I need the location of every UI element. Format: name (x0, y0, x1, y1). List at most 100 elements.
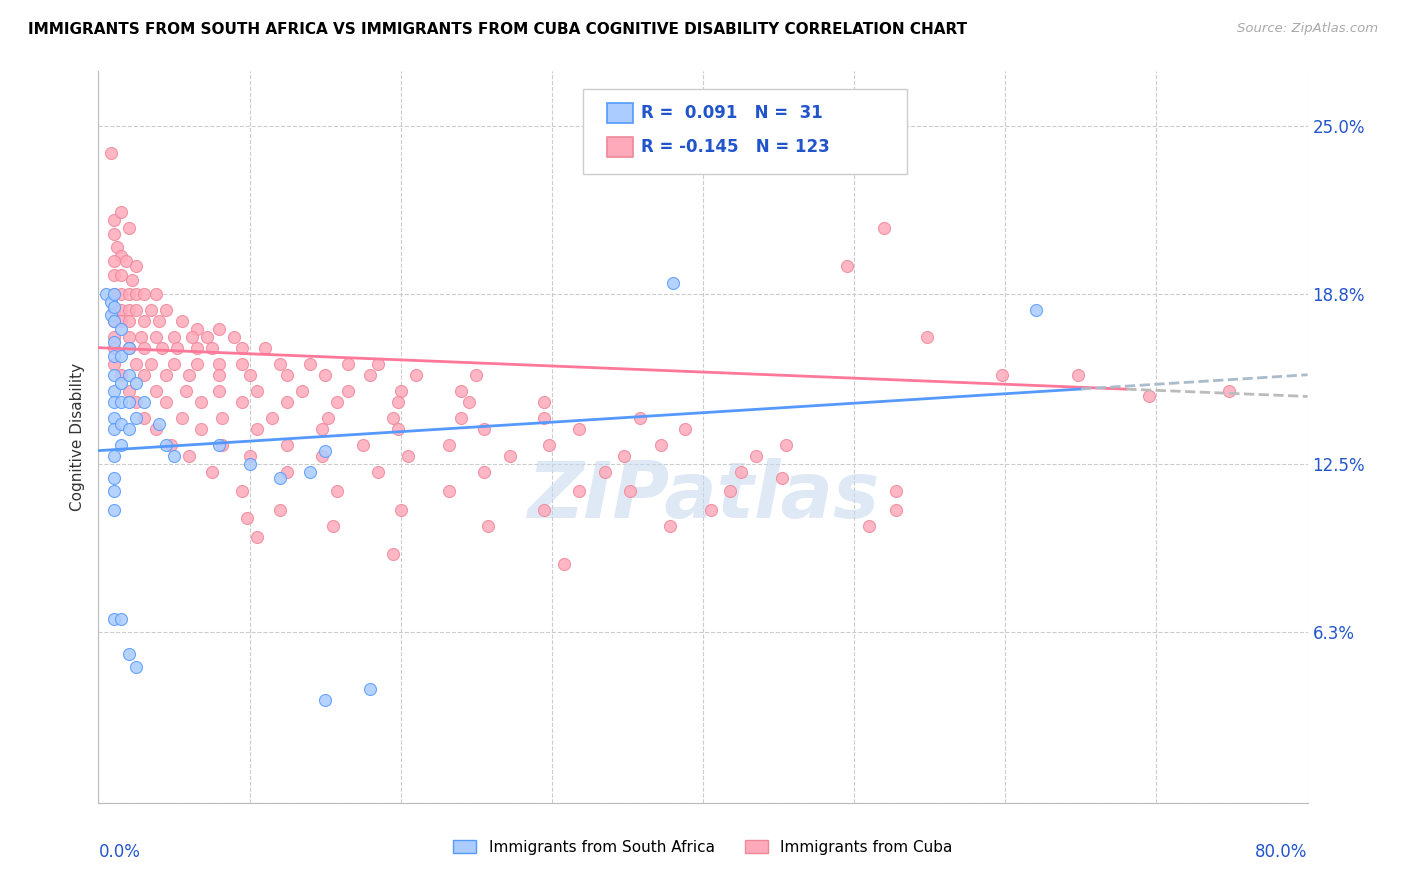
Point (472, 465, 495, 479)
Point (125, 411, 148, 425)
Point (619, 484, 641, 499)
Point (150, 341, 173, 355)
Point (166, 341, 188, 355)
Point (125, 286, 148, 301)
Y-axis label: Cognitive Disability: Cognitive Disability (70, 363, 86, 511)
Point (103, 395, 125, 409)
Point (118, 286, 141, 301)
Point (145, 384, 167, 398)
Point (110, 395, 132, 409)
Point (299, 465, 322, 479)
Point (299, 357, 322, 371)
Point (114, 254, 136, 268)
Point (1024, 302, 1046, 317)
Point (103, 213, 125, 227)
Point (174, 384, 197, 398)
Point (311, 449, 333, 463)
Point (195, 330, 218, 344)
Point (262, 411, 284, 425)
Point (661, 276, 683, 290)
Point (718, 484, 741, 499)
Point (367, 357, 389, 371)
Point (118, 384, 141, 398)
Point (118, 221, 141, 235)
Point (314, 443, 336, 458)
Point (110, 611, 132, 625)
Point (553, 558, 575, 572)
Point (125, 376, 148, 390)
Point (472, 422, 495, 436)
Point (103, 368, 125, 382)
Point (103, 471, 125, 485)
Point (326, 395, 349, 409)
Point (179, 368, 201, 382)
Point (336, 384, 359, 398)
Point (613, 449, 636, 463)
Point (94, 286, 117, 301)
Point (110, 349, 132, 363)
Point (118, 341, 141, 355)
Point (405, 368, 427, 382)
Point (770, 471, 793, 485)
Point (745, 449, 768, 463)
Point (125, 260, 148, 274)
Point (276, 465, 298, 479)
Point (132, 411, 155, 425)
Point (231, 395, 253, 409)
Point (103, 349, 125, 363)
Point (145, 422, 167, 436)
Point (336, 357, 359, 371)
Point (246, 530, 269, 544)
Point (155, 302, 177, 317)
Text: R = -0.145   N = 123: R = -0.145 N = 123 (641, 138, 830, 156)
Point (110, 249, 132, 263)
Point (121, 273, 143, 287)
Point (132, 286, 155, 301)
Point (915, 330, 938, 344)
Point (103, 357, 125, 371)
Point (775, 438, 797, 452)
Legend: Immigrants from South Africa, Immigrants from Cuba: Immigrants from South Africa, Immigrants… (447, 834, 959, 861)
Point (253, 341, 276, 355)
Point (1218, 384, 1240, 398)
Point (103, 330, 125, 344)
Text: IMMIGRANTS FROM SOUTH AFRICA VS IMMIGRANTS FROM CUBA COGNITIVE DISABILITY CORREL: IMMIGRANTS FROM SOUTH AFRICA VS IMMIGRAN… (28, 22, 967, 37)
Point (311, 422, 333, 436)
Point (141, 302, 163, 317)
Point (141, 357, 163, 371)
Point (269, 503, 291, 517)
Point (498, 449, 520, 463)
Point (160, 438, 183, 452)
Point (352, 438, 374, 452)
Point (1137, 389, 1160, 403)
Point (437, 484, 460, 499)
Point (118, 647, 141, 661)
Point (103, 484, 125, 499)
Point (208, 368, 231, 382)
Point (155, 395, 177, 409)
Point (103, 268, 125, 282)
Point (269, 357, 291, 371)
Point (239, 449, 262, 463)
Point (179, 449, 201, 463)
Text: 0.0%: 0.0% (98, 843, 141, 861)
Point (103, 335, 125, 350)
Point (231, 341, 253, 355)
Point (118, 368, 141, 382)
Point (201, 341, 224, 355)
Point (239, 457, 262, 471)
Point (148, 313, 170, 327)
Point (276, 438, 298, 452)
Point (246, 422, 269, 436)
Point (103, 286, 125, 301)
Point (125, 395, 148, 409)
Point (100, 294, 122, 309)
Point (276, 395, 298, 409)
Point (533, 503, 555, 517)
Point (110, 417, 132, 431)
Point (269, 471, 291, 485)
Point (105, 240, 128, 254)
Point (110, 268, 132, 282)
Point (181, 330, 204, 344)
Point (730, 465, 752, 479)
